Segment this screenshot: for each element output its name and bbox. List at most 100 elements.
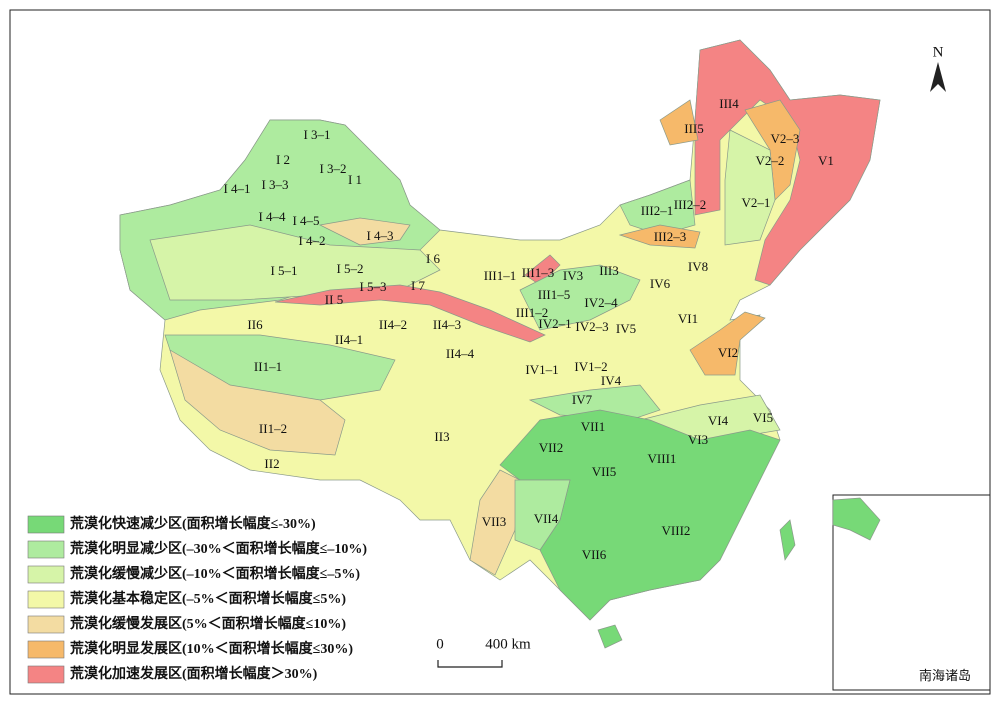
region-label: II4–1 [335,332,363,347]
region-label: VII1 [581,419,606,434]
region-label: IV6 [650,276,671,291]
legend-swatch [27,590,65,609]
north-arrow-shape [930,62,946,92]
region-label: IV4 [601,373,622,388]
scale-end: 400 km [485,636,531,652]
region-iii1 [524,254,561,286]
region-label: III5 [684,121,704,136]
region-label: VII4 [534,511,559,526]
region-iii2-3 [618,224,701,249]
region-vi2 [689,311,766,376]
region-label: III1–1 [484,268,517,283]
region-label: VIII2 [662,523,691,538]
north-arrow: N [930,44,946,92]
region-label: VI2 [718,345,738,360]
legend-swatch [27,665,65,684]
legend-swatch [27,515,65,534]
region-label: V2–1 [742,195,771,210]
region-label: I 3–1 [303,127,330,142]
legend-swatch [27,640,65,659]
scale-start: 0 [436,636,444,652]
north-label: N [933,44,944,60]
region-label: I 7 [411,278,426,293]
region-ii5 [274,284,546,343]
region-label: VII2 [539,440,564,455]
region-label: IV3 [563,268,583,283]
region-label: VI4 [708,413,729,428]
legend-swatch [27,540,65,559]
region-label: IV1–2 [574,359,607,374]
region-label: I 3–3 [261,177,288,192]
region-label: III1–3 [522,265,555,280]
region-labels: I 3–1 I 2 I 3–2I 1 I 3–3 I 4–1 I 4–4 I 4–5 I 4–… [223,96,833,562]
region-iii5 [659,99,699,146]
region-iii-mid [519,264,641,331]
region-label: II3 [434,429,449,444]
region-label: II2 [264,456,279,471]
region-label: IV8 [688,259,708,274]
region-label: II1–1 [254,359,282,374]
region-label: III2–3 [654,229,687,244]
taiwan [779,519,796,561]
region-label: II4–4 [446,346,475,361]
region-label: I 1 [348,172,362,187]
region-label: II6 [247,317,263,332]
region-label: V1 [818,153,834,168]
region-label: III3 [599,263,619,278]
region-label: I 5–2 [336,261,363,276]
region-label: I 3–2 [319,161,346,176]
inset-coast [832,497,881,541]
region-vii4 [514,479,571,551]
region-label: II1–2 [259,421,287,436]
region-label: III4 [719,96,739,111]
region-label: I 4–3 [366,228,393,243]
region-label: IV7 [572,392,593,407]
inset-label: 南海诸岛 [919,668,971,683]
region-label: III1–2 [516,305,549,320]
region-label: II4–3 [433,317,461,332]
legend: 荒漠化快速减少区(面积增长幅度≤-30%) 荒漠化明显减少区(–30%＜面积增长幅… [27,515,367,684]
region-label: VII6 [582,547,607,562]
region-label: III2–2 [674,197,707,212]
region-iv7 [528,384,661,421]
region-label: IV2–1 [538,316,571,331]
region-label: I 4–1 [223,181,250,196]
region-label: V2–3 [771,131,800,146]
region-label: III2–1 [641,203,674,218]
hainan [597,624,623,649]
inset: 南海诸岛 [832,494,991,691]
region-label: I 4–4 [258,209,286,224]
legend-label: 荒漠化缓慢减少区(–10%＜面积增长幅度≤–5%) [69,565,360,582]
legend-label: 荒漠化明显发展区(10%＜面积增长幅度≤30%) [69,640,353,657]
legend-swatch [27,615,65,634]
region-label: VI3 [688,432,708,447]
region-label: IV1–1 [525,362,558,377]
region-label: IV5 [616,321,636,336]
region-label: I 6 [426,251,441,266]
region-label: VI5 [753,410,773,425]
region-label: I 2 [276,152,290,167]
legend-label: 荒漠化快速减少区(面积增长幅度≤-30%) [69,515,316,532]
legend-label: 荒漠化加速发展区(面积增长幅度＞30%) [69,665,318,682]
region-label: I 4–2 [298,233,325,248]
region-label: VII3 [482,514,507,529]
region-label: I 5–3 [359,279,386,294]
region-ii1-2 [169,349,346,456]
region-i4-3 [318,217,411,246]
region-label: II 5 [325,292,343,307]
region-iii2 [619,179,696,236]
map-regions [119,39,881,649]
region-label: VIII1 [648,451,677,466]
legend-label: 荒漠化基本稳定区(–5%＜面积增长幅度≤5%) [69,590,346,607]
region-basin [149,224,441,301]
region-label: VII5 [592,464,617,479]
region-label: VI1 [678,311,698,326]
region-label: IV2–4 [584,295,618,310]
region-v2 [724,129,776,246]
region-label: I 4–5 [292,213,319,228]
region-label: III1–5 [538,287,571,302]
region-label: V2–2 [756,153,785,168]
legend-label: 荒漠化缓慢发展区(5%＜面积增长幅度≤10%) [69,615,346,632]
scale-bar: 0 400 km [436,636,531,668]
